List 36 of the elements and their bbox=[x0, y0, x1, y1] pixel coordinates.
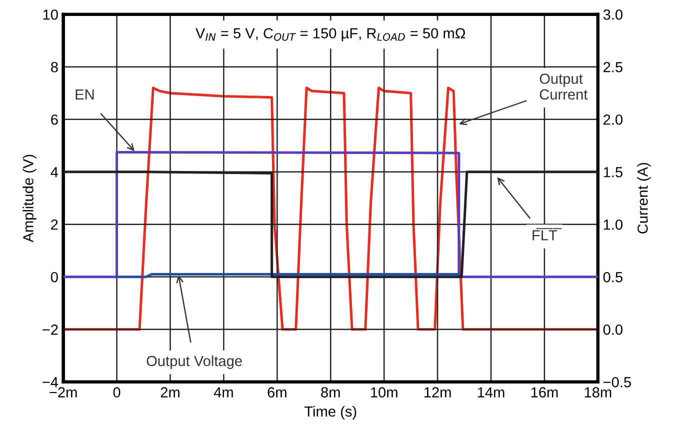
y2-tick-label: 0.5 bbox=[603, 272, 622, 282]
y-tick-label: −2 bbox=[42, 324, 58, 335]
y2-tick-label: 2.0 bbox=[604, 114, 622, 125]
y-tick-label: 0 bbox=[50, 272, 58, 282]
y-axis-title: Amplitude (V) bbox=[22, 154, 36, 242]
x-tick-label: −2m bbox=[50, 387, 77, 398]
y2-tick-label: 2.5 bbox=[604, 62, 622, 72]
x-tick-label: 2m bbox=[160, 387, 180, 398]
x-tick-label: 18m bbox=[584, 387, 612, 398]
annotation: Output Current bbox=[540, 74, 588, 100]
x-axis-title: Time (s) bbox=[304, 406, 356, 420]
x-tick-label: 12m bbox=[424, 387, 451, 398]
y2-tick-label: 3.0 bbox=[603, 9, 622, 20]
y2-axis-title: Current (A) bbox=[637, 162, 651, 234]
y2-tick-label: 1.0 bbox=[604, 220, 622, 230]
y-tick-label: 4 bbox=[50, 167, 58, 178]
y-tick-label: −4 bbox=[42, 377, 58, 388]
annotation: EN bbox=[76, 89, 94, 100]
y-tick-label: 6 bbox=[51, 114, 58, 125]
y-tick-label: 2 bbox=[51, 220, 58, 230]
y2-tick-label: 0.0 bbox=[603, 324, 622, 335]
annotation: Output Voltage bbox=[146, 355, 242, 370]
line-series bbox=[63, 86, 598, 331]
y2-tick-label: 1.5 bbox=[604, 167, 622, 178]
x-tick-label: 10m bbox=[371, 387, 398, 398]
y-tick-label: 8 bbox=[50, 62, 58, 72]
annotation: F̅L̅T̅ bbox=[532, 228, 562, 240]
x-tick-label: 4m bbox=[214, 387, 233, 398]
x-tick-label: 6m bbox=[268, 387, 286, 398]
x-tick-label: 0 bbox=[113, 387, 120, 398]
x-tick-label: 8m bbox=[321, 387, 340, 398]
text: V$_{IN}$ = 5 V, C$_{OUT}$ = 150 µF, R$_{LOAD}$ = 50 mΩ bbox=[196, 28, 466, 42]
y-tick-label: 10 bbox=[43, 9, 58, 20]
x-tick-label: 16m bbox=[531, 387, 558, 398]
x-tick-label: 14m bbox=[478, 387, 504, 398]
y2-tick-label: −0.5 bbox=[604, 377, 631, 388]
